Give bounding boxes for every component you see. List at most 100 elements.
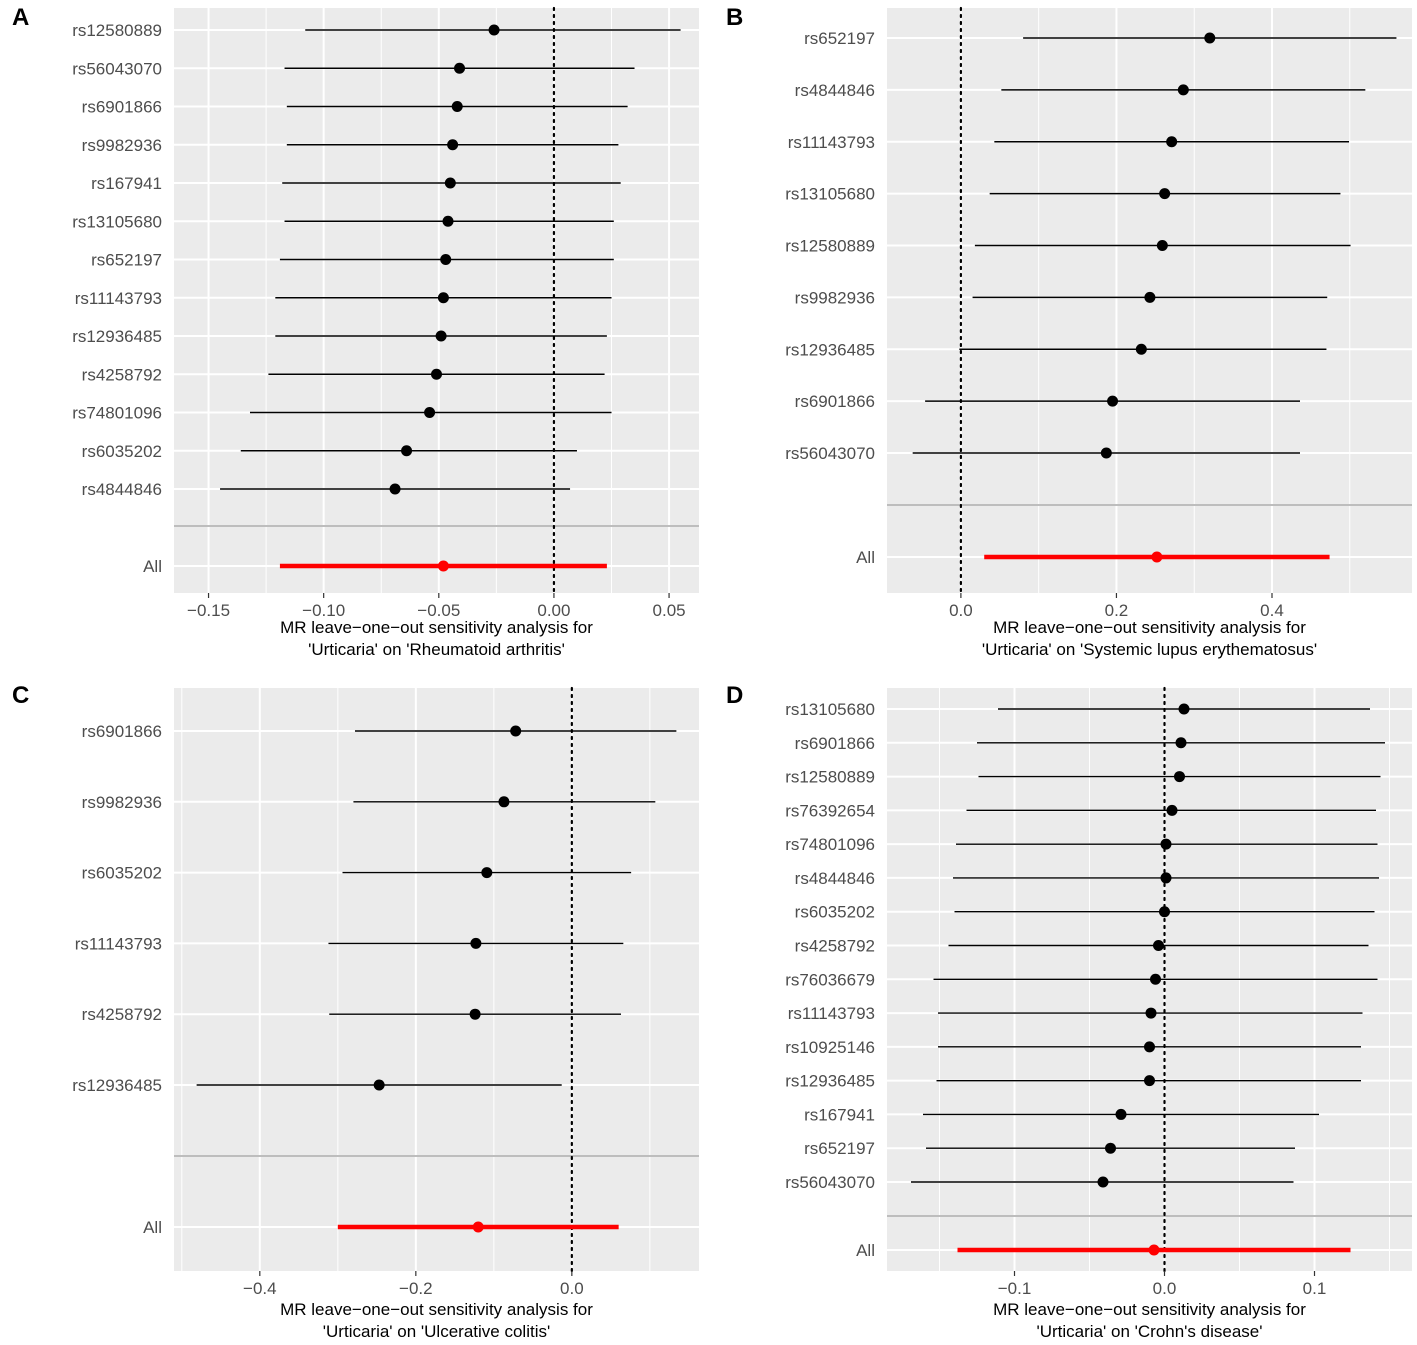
all-effect-point	[1151, 551, 1163, 563]
snp-row: rs13105680	[72, 212, 614, 231]
effect-point	[373, 1079, 385, 1091]
effect-point	[1159, 906, 1170, 918]
all-row: All	[856, 1241, 1351, 1260]
effect-point	[1156, 240, 1168, 251]
snp-label: rs56043070	[72, 59, 162, 78]
x-tick-label: 0.0	[949, 601, 973, 620]
all-label: All	[856, 548, 875, 567]
snp-label: rs76036679	[785, 970, 875, 989]
snp-row: rs56043070	[72, 59, 635, 78]
snp-row: rs167941	[804, 1105, 1319, 1124]
snp-label: rs12936485	[785, 340, 875, 359]
all-label: All	[856, 1241, 875, 1260]
snp-label: rs652197	[804, 29, 875, 48]
effect-point	[451, 101, 463, 112]
x-tick-label: 0.4	[1260, 601, 1284, 620]
snp-row: rs6901866	[795, 392, 1300, 411]
snp-label: rs11143793	[75, 289, 162, 308]
snp-row: rs4258792	[82, 1005, 621, 1024]
x-axis-title-line1: MR leave−one−out sensitivity analysis fo…	[993, 618, 1306, 637]
snp-label: rs9982936	[82, 793, 162, 812]
snp-row: rs56043070	[785, 444, 1300, 463]
panel-letter: A	[12, 4, 29, 31]
x-tick-label: −0.10	[302, 601, 345, 620]
plot-background	[174, 8, 699, 593]
snp-row: rs11143793	[75, 934, 624, 953]
plot-background	[174, 688, 699, 1271]
snp-row: rs12580889	[785, 237, 1351, 256]
snp-label: rs6901866	[82, 98, 162, 117]
effect-point	[1166, 804, 1178, 816]
snp-label: rs12580889	[785, 768, 875, 787]
effect-point	[1178, 703, 1190, 715]
snp-label: rs6035202	[82, 864, 162, 883]
snp-label: rs4258792	[795, 937, 875, 956]
effect-point	[401, 445, 413, 457]
snp-label: rs4844846	[795, 81, 875, 100]
effect-point	[442, 215, 454, 227]
snp-row: rs9982936	[82, 136, 619, 155]
effect-point	[1107, 395, 1119, 407]
snp-label: rs13105680	[785, 700, 875, 719]
snp-row: rs9982936	[82, 793, 656, 812]
effect-point	[1166, 136, 1178, 148]
snp-label: rs11143793	[75, 934, 162, 953]
snp-row: rs4844846	[795, 81, 1366, 100]
effect-point	[389, 483, 401, 495]
snp-row: rs12936485	[785, 340, 1327, 359]
snp-row: rs652197	[804, 1139, 1295, 1158]
snp-label: rs12936485	[785, 1072, 875, 1091]
x-tick-label: −0.4	[243, 1279, 277, 1298]
snp-row: rs4844846	[795, 869, 1379, 888]
x-axis-title-line1: MR leave−one−out sensitivity analysis fo…	[280, 1300, 593, 1319]
x-tick-label: −0.2	[399, 1279, 433, 1298]
effect-point	[481, 867, 493, 879]
panel-c: rs6901866 rs9982936 rs6035202 rs11143793 rs4…	[12, 682, 699, 1341]
snp-row: rs11143793	[788, 1004, 1363, 1023]
effect-point	[444, 177, 456, 189]
snp-row: rs4258792	[795, 937, 1369, 956]
snp-label: rs6035202	[82, 442, 162, 461]
effect-point	[1105, 1142, 1116, 1154]
snp-label: rs12580889	[72, 21, 162, 40]
snp-row: rs6901866	[795, 734, 1385, 753]
snp-row: rs6035202	[82, 864, 632, 883]
snp-label: rs12936485	[72, 327, 162, 346]
snp-row: rs6901866	[82, 722, 677, 741]
effect-point	[1144, 1075, 1155, 1087]
x-tick-label: 0.00	[537, 601, 570, 620]
all-effect-point	[1148, 1244, 1160, 1256]
snp-row: rs12936485	[72, 327, 607, 346]
effect-point	[1145, 1007, 1157, 1019]
all-row: All	[143, 1218, 619, 1237]
all-effect-point	[472, 1221, 484, 1233]
x-tick-label: 0.0	[560, 1279, 584, 1298]
snp-row: rs4844846	[82, 480, 571, 499]
snp-row: rs56043070	[785, 1173, 1294, 1192]
snp-row: rs6901866	[82, 98, 628, 117]
effect-point	[469, 1008, 481, 1020]
snp-label: rs74801096	[785, 835, 875, 854]
x-axis-title-line2: 'Urticaria' on 'Ulcerative colitis'	[323, 1322, 550, 1341]
snp-row: rs167941	[91, 174, 621, 193]
snp-label: rs6901866	[795, 392, 875, 411]
snp-row: rs12580889	[785, 768, 1381, 787]
panel-letter: B	[726, 4, 743, 31]
x-tick-label: −0.1	[998, 1279, 1032, 1298]
effect-point	[1115, 1108, 1127, 1120]
snp-label: rs652197	[91, 251, 162, 270]
snp-row: rs652197	[91, 251, 614, 270]
snp-label: rs74801096	[72, 404, 162, 423]
snp-label: rs9982936	[795, 288, 875, 307]
effect-point	[1159, 188, 1171, 200]
all-label: All	[143, 557, 162, 576]
x-axis-title-line2: 'Urticaria' on 'Crohn's disease'	[1037, 1322, 1263, 1341]
snp-label: rs6901866	[82, 722, 162, 741]
effect-point	[1144, 291, 1156, 303]
all-row: All	[143, 557, 607, 576]
snp-label: rs4844846	[82, 480, 162, 499]
effect-point	[488, 24, 500, 36]
snp-label: rs11143793	[788, 1004, 875, 1023]
effect-point	[454, 62, 466, 74]
